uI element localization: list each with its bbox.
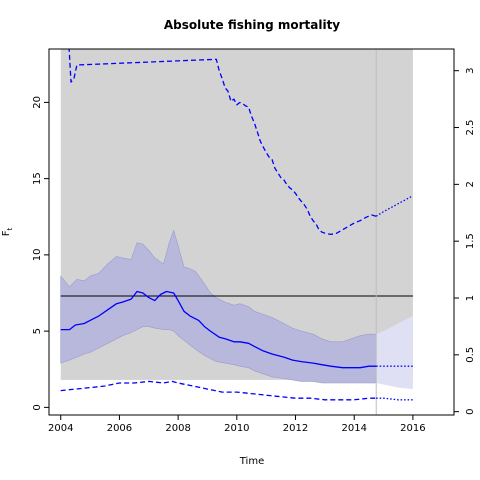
y-right-tick-label: 1.5 — [465, 233, 476, 249]
series-line-3-dotted — [376, 397, 413, 401]
y-tick-label: 0 — [32, 404, 43, 410]
series-line-2-dashed — [60, 380, 377, 401]
y-right-tick-label: 0 — [465, 408, 476, 414]
plot-frame — [48, 48, 455, 416]
series-line-4-dashed — [68, 49, 377, 236]
y-tick-label: 10 — [32, 249, 43, 262]
y-right-tick-label: 3 — [465, 68, 476, 74]
x-axis-title: Time — [239, 456, 264, 467]
x-tick-label: 2014 — [341, 423, 366, 434]
y-axis-title: Ft — [1, 227, 14, 236]
y-tick-label: 20 — [32, 96, 43, 109]
series-line-5-dotted — [375, 195, 414, 217]
y-right-tick-label: 2 — [465, 181, 476, 187]
y-tick-label: 5 — [32, 328, 43, 334]
x-tick-label: 2016 — [400, 423, 425, 434]
y-axis-title-subscript: t — [6, 227, 14, 230]
x-tick-label: 2006 — [107, 423, 132, 434]
series-line-0-solid — [60, 290, 377, 369]
y-right-tick-label: 1 — [465, 295, 476, 301]
x-tick-label: 2008 — [165, 423, 190, 434]
plot-area — [60, 49, 414, 415]
y-right-tick-label: 2.5 — [465, 120, 476, 136]
axes: 2004 2006 2008 2010 2012 2014 2016 0 5 10 15 20 0 0.5… — [32, 68, 476, 434]
y-tick-label: 15 — [32, 172, 43, 185]
y-right-tick-label: 0.5 — [465, 347, 476, 363]
x-tick-label: 2012 — [283, 423, 308, 434]
forecast-ci-band — [376, 315, 413, 390]
x-tick-label: 2004 — [48, 423, 73, 434]
chart-title: Absolute fishing mortality — [164, 18, 340, 32]
y-axis-title-main: F — [1, 230, 12, 236]
x-tick-label: 2010 — [224, 423, 249, 434]
